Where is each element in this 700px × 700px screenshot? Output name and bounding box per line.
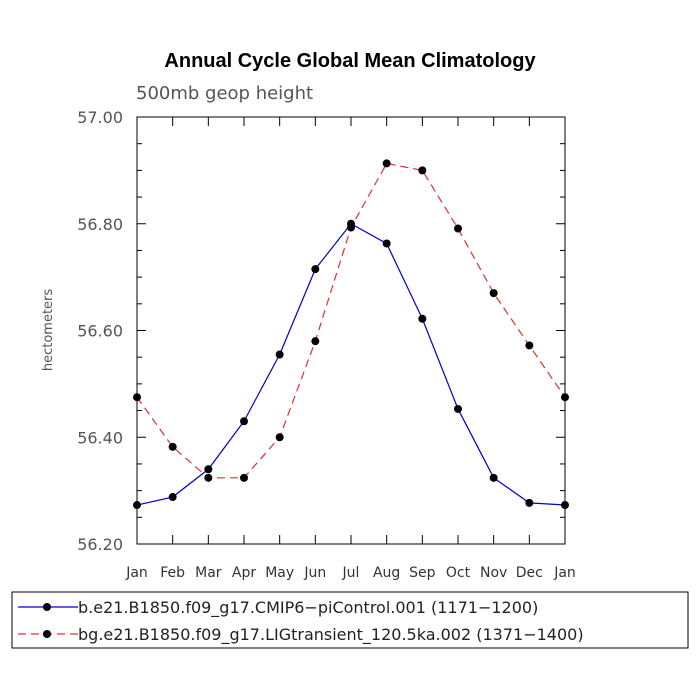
data-point [133, 393, 141, 402]
series-line-1 [136, 222, 566, 506]
data-point [489, 473, 498, 482]
x-tick-label: Aug [373, 565, 400, 581]
x-tick-label: Mar [195, 565, 222, 581]
data-point [311, 337, 320, 346]
data-point [525, 341, 534, 350]
x-tick-label: Apr [232, 565, 256, 581]
axis-ticks [136, 116, 566, 545]
data-point [382, 239, 391, 248]
x-tick-label: Oct [446, 565, 471, 581]
data-point [382, 159, 391, 168]
y-tick-label: 56.80 [77, 215, 123, 234]
legend-marker-2 [43, 630, 51, 638]
data-point [275, 433, 284, 442]
data-point [454, 404, 462, 413]
data-point [418, 314, 427, 323]
x-tick-label: Jul [342, 565, 360, 581]
x-tick-label: Jan [125, 565, 148, 581]
legend-marker-1 [43, 603, 51, 611]
data-point [240, 473, 248, 482]
data-point [347, 223, 355, 232]
x-tick-label: Jun [303, 565, 326, 581]
data-point [168, 493, 177, 502]
legend-items: b.e21.B1850.f09_g17.CMIP6−piControl.001 … [18, 598, 584, 645]
series-lines [136, 162, 566, 506]
legend-label-2: bg.e21.B1850.f09_g17.LIGtransient_120.5k… [78, 625, 584, 645]
y-tick-labels: 56.20 56.40 56.60 56.80 57.00 [77, 108, 123, 554]
y-tick-label: 56.40 [77, 428, 123, 447]
x-tick-label: Nov [480, 565, 507, 581]
data-point [204, 465, 213, 474]
y-tick-label: 57.00 [77, 108, 123, 127]
x-tick-labels: Jan Feb Mar Apr May Jun Jul Aug Sep Oct Nov Dec Jan [125, 565, 576, 581]
data-point [454, 224, 462, 233]
series-points [133, 159, 569, 510]
x-tick-label: Jan [553, 565, 576, 581]
chart-subtitle: 500mb geop height [136, 83, 313, 104]
data-point [311, 265, 320, 274]
y-tick-label: 56.20 [77, 535, 123, 554]
x-tick-label: Sep [409, 565, 436, 581]
plot-frame [136, 116, 566, 545]
data-point [275, 350, 284, 359]
x-tick-label: Feb [160, 565, 185, 581]
data-point [525, 498, 534, 507]
legend [11, 591, 689, 649]
chart-title: Annual Cycle Global Mean Climatology [164, 50, 536, 72]
series-line-2 [136, 162, 566, 479]
y-tick-label: 56.60 [77, 322, 123, 341]
x-tick-label: Dec [516, 565, 543, 581]
x-tick-label: May [265, 565, 294, 581]
data-point [489, 289, 498, 298]
data-point [204, 473, 213, 482]
data-point [418, 166, 427, 175]
data-point [168, 442, 177, 451]
data-point [240, 417, 248, 426]
data-point [133, 501, 141, 510]
data-point [561, 393, 569, 402]
y-axis-label: hectometers [41, 289, 56, 372]
data-point [561, 501, 569, 510]
legend-label-1: b.e21.B1850.f09_g17.CMIP6−piControl.001 … [78, 598, 538, 618]
